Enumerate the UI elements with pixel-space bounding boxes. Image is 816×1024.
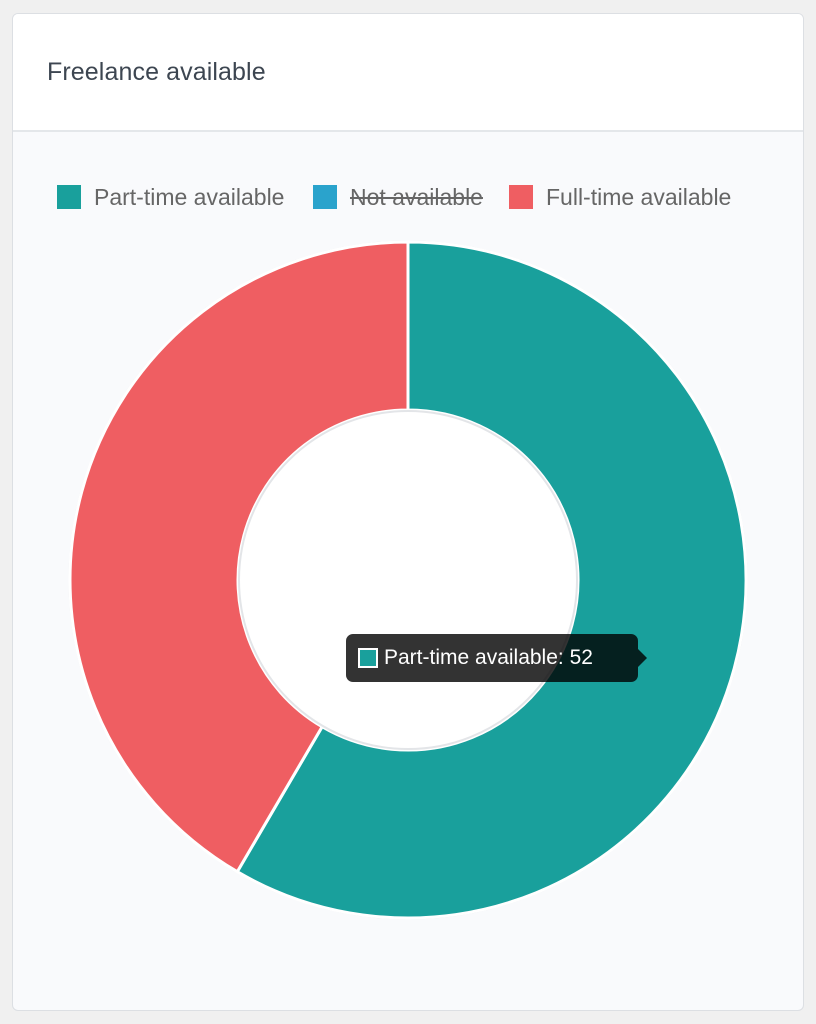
legend-label-not-available: Not available [350, 183, 483, 210]
legend-label-part-time: Part-time available [94, 183, 285, 210]
doughnut-hole [238, 410, 578, 750]
tooltip-swatch [358, 648, 378, 668]
legend-item-part-time[interactable]: Part-time available [57, 177, 284, 217]
legend-swatch-full-time [509, 185, 533, 209]
legend-swatch-part-time [57, 185, 81, 209]
card-header: Freelance available [13, 14, 803, 132]
chart-tooltip: Part-time available: 52 [346, 634, 647, 682]
chart-legend: Part-time available Not available Full-t… [0, 177, 816, 217]
legend-label-full-time: Full-time available [546, 183, 732, 210]
legend-item-not-available[interactable]: Not available [313, 177, 483, 217]
legend-item-full-time[interactable]: Full-time available [509, 177, 731, 217]
tooltip-text: Part-time available: 52 [384, 646, 593, 669]
card-title: Freelance available [47, 58, 266, 86]
legend-swatch-not-available [313, 185, 337, 209]
